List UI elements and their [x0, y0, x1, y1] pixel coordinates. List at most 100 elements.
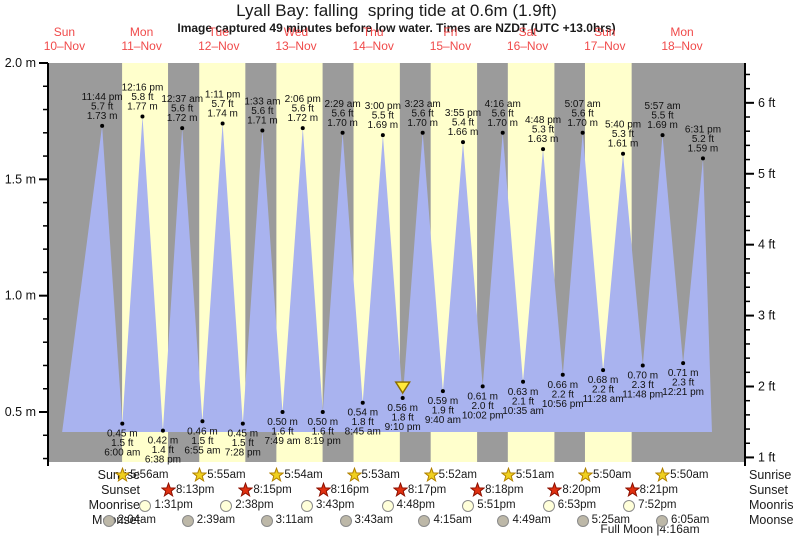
moonset-icon: [497, 515, 510, 527]
low-tide-point: [280, 410, 285, 415]
high-tide-label: 1.70 m: [327, 118, 358, 129]
low-tide-label: 1.9 ft: [432, 406, 454, 417]
high-tide-label: 3:00 pm: [365, 101, 401, 112]
day-label-weekday: Sun: [594, 25, 615, 39]
moonrise-row-label-left: Moonrise: [88, 498, 140, 512]
low-tide-label: 0.68 m: [588, 375, 619, 386]
low-tide-label: 6:00 am: [104, 448, 140, 459]
low-tide-point: [521, 379, 526, 384]
high-tide-label: 1.77 m: [127, 102, 158, 113]
high-tide-label: 2:06 pm: [285, 94, 321, 105]
low-tide-label: 1.6 ft: [271, 427, 293, 438]
low-tide-label: 0.71 m: [668, 368, 699, 379]
low-tide-label: 0.61 m: [467, 391, 498, 402]
high-tide-label: 1.70 m: [487, 118, 518, 129]
day-label-weekday: Mon: [130, 25, 153, 39]
high-tide-point: [220, 121, 225, 126]
low-tide-point: [400, 396, 405, 401]
high-tide-label: 11:44 pm: [82, 92, 123, 103]
day-label-weekday: Mon: [670, 25, 693, 39]
moonrise-icon: [139, 500, 152, 512]
capture-note: Image captured 49 minutes before low wat…: [177, 21, 616, 35]
high-tide-label: 12:16 pm: [122, 83, 164, 94]
high-tide-point: [660, 133, 665, 138]
low-tide-label: 11:28 am: [583, 394, 624, 405]
sunset-icon: [469, 481, 486, 498]
low-tide-label: 2.2 ft: [552, 389, 574, 400]
sunset-row-label-left: Sunset: [101, 483, 140, 497]
low-tide-point: [160, 428, 165, 433]
low-tide-label: 1.6 ft: [312, 427, 334, 438]
low-tide-point: [601, 368, 606, 373]
sunset-time: 8:15pm: [253, 484, 292, 496]
high-tide-label: 4:16 am: [485, 99, 521, 110]
high-tide-point: [541, 147, 546, 152]
low-tide-label: 0.50 m: [307, 417, 338, 428]
high-tide-label: 1.66 m: [448, 127, 479, 138]
sunrise-time: 5:50am: [670, 469, 709, 481]
high-tide-label: 1:11 pm: [205, 89, 240, 100]
sunrise-icon: [654, 466, 671, 483]
sunrise-icon: [345, 466, 363, 483]
high-tide-point: [580, 130, 585, 135]
sunset-time: 8:18pm: [485, 484, 524, 496]
day-label-date: 15–Nov: [430, 39, 471, 53]
moonrise-time: 1:31pm: [154, 499, 193, 511]
high-tide-label: 1.71 m: [247, 115, 278, 126]
low-tide-label: 0.42 m: [148, 436, 179, 447]
high-tide-label: 5:40 pm: [605, 120, 641, 131]
low-tide-point: [440, 389, 445, 394]
moonrise-icon: [462, 500, 475, 512]
high-tide-point: [380, 133, 385, 138]
high-tide-label: 5.6 ft: [292, 104, 314, 115]
high-tide-label: 5:57 am: [644, 101, 680, 112]
moonset-icon: [260, 515, 273, 527]
day-label-date: 18–Nov: [661, 39, 702, 53]
moonrise-icon: [381, 500, 394, 512]
high-tide-point: [460, 140, 465, 145]
low-tide-label: 2.1 ft: [512, 396, 534, 407]
sunrise-time: 5:54am: [284, 469, 323, 481]
sunrise-time: 5:52am: [438, 469, 478, 481]
high-tide-label: 5.6 ft: [412, 108, 434, 119]
high-tide-label: 5.3 ft: [612, 129, 634, 140]
moonrise-row-label-right: Moonrise: [749, 498, 793, 512]
high-tide-label: 5.5 ft: [372, 111, 394, 122]
low-tide-label: 9:10 pm: [385, 422, 421, 433]
sunrise-time: 5:50am: [592, 469, 632, 481]
day-label-date: 13–Nov: [275, 39, 316, 53]
low-tide-label: 1.8 ft: [352, 417, 374, 428]
moonrise-icon: [300, 500, 313, 512]
high-tide-point: [140, 114, 145, 119]
high-tide-label: 5.6 ft: [492, 108, 514, 119]
high-tide-point: [700, 156, 705, 161]
sunset-icon: [624, 481, 641, 498]
low-tide-label: 0.59 m: [428, 396, 459, 407]
moonrise-icon: [542, 500, 555, 512]
sunset-time: 8:16pm: [330, 484, 369, 496]
moonset-time: 4:15am: [433, 514, 472, 526]
high-tide-label: 5.2 ft: [692, 134, 714, 145]
day-label-date: 16–Nov: [507, 39, 548, 53]
sunset-icon: [237, 481, 254, 498]
high-tide-label: 5.6 ft: [251, 106, 273, 117]
day-label-weekday: Tue: [209, 25, 230, 39]
sunrise-time: 5:51am: [515, 469, 555, 481]
day-label-weekday: Fri: [443, 25, 457, 39]
day-label-date: 17–Nov: [584, 39, 625, 53]
low-tide-label: 0.56 m: [387, 403, 418, 414]
right-axis-tick-label: 2 ft: [758, 380, 776, 394]
day-label-date: 12–Nov: [198, 39, 239, 53]
low-tide-point: [640, 363, 645, 368]
high-tide-label: 5.3 ft: [532, 125, 554, 136]
high-tide-label: 1:33 am: [244, 96, 280, 107]
left-axis-tick-label: 1.5 m: [5, 172, 36, 186]
high-tide-label: 5.7 ft: [211, 99, 233, 110]
sunset-time: 8:17pm: [407, 484, 447, 496]
sunrise-icon: [191, 466, 208, 483]
sunset-icon: [160, 481, 177, 498]
moonset-time: 4:49am: [512, 514, 551, 526]
tide-area: [62, 116, 712, 432]
high-tide-label: 1.73 m: [87, 111, 118, 122]
low-tide-label: 2.0 ft: [472, 401, 494, 412]
